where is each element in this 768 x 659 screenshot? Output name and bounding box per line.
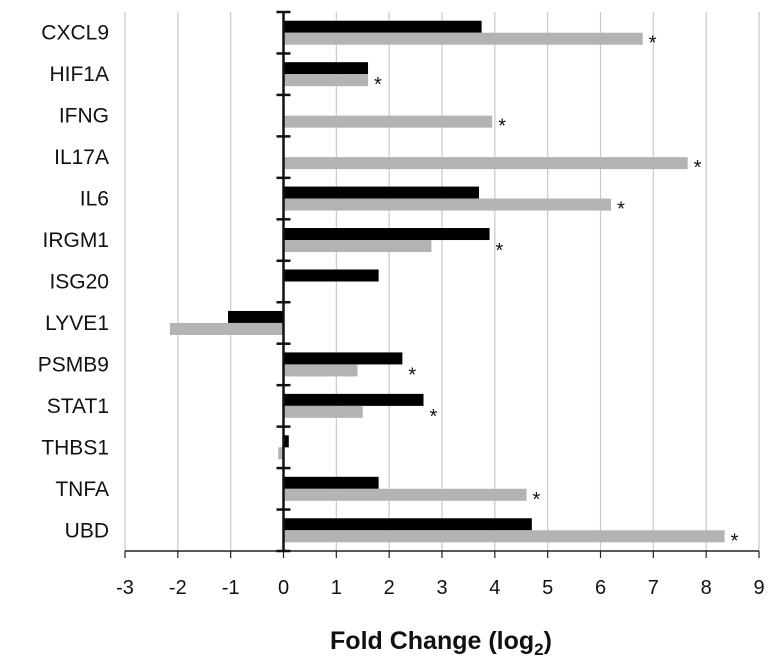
bars (169, 20, 725, 543)
bar-series2-IL17A (283, 157, 688, 170)
significance-marker-IL17A: * (694, 157, 702, 179)
bar-series1-TNFA (283, 476, 379, 489)
x-tick-label-3: 3 (436, 577, 447, 599)
bar-series2-CXCL9 (283, 32, 643, 45)
x-tick-label-8: 8 (701, 577, 712, 599)
category-label-CXCL9: CXCL9 (41, 22, 109, 45)
bar-series1-HIF1A (283, 62, 369, 75)
bar-series1-IRGM1 (283, 228, 490, 241)
bar-series1-THBS1 (283, 435, 289, 448)
bar-series2-LYVE1 (169, 322, 284, 335)
category-label-PSMB9: PSMB9 (38, 353, 109, 376)
x-axis-title-suffix: ) (544, 627, 552, 655)
x-tick-label-2: 2 (384, 577, 395, 599)
bar-series1-ISG20 (283, 269, 379, 282)
bar-series2-IRGM1 (283, 240, 432, 253)
x-tick-label-5: 5 (542, 577, 553, 599)
bar-series2-STAT1 (283, 405, 363, 418)
bar-series2-IL6 (283, 198, 612, 211)
category-label-LYVE1: LYVE1 (45, 312, 109, 335)
gridlines (124, 12, 760, 551)
bar-series2-PSMB9 (283, 364, 358, 377)
category-label-IL6: IL6 (80, 188, 109, 211)
x-tick-label-4: 4 (489, 577, 500, 599)
labels: -3 -2 -1 0 1 2 3 4 5 6 7 8 9 CXCL9 * HIF1A * IFNG * IL17A * I… (38, 22, 765, 599)
category-label-TNFA: TNFA (55, 478, 109, 501)
x-axis-title-subscript: 2 (534, 640, 543, 659)
bar-series2-HIF1A (283, 74, 369, 87)
bar-series2-TNFA (283, 488, 527, 501)
significance-marker-TNFA: * (533, 489, 541, 511)
significance-marker-IFNG: * (498, 116, 506, 138)
category-label-IL17A: IL17A (54, 146, 109, 169)
x-tick-label-7: 7 (648, 577, 659, 599)
x-tick-label--1: -1 (222, 577, 240, 599)
bar-series1-UBD (283, 518, 532, 531)
x-tick-label--3: -3 (116, 577, 134, 599)
category-label-IFNG: IFNG (59, 105, 109, 128)
significance-marker-HIF1A: * (374, 74, 382, 96)
x-tick-label-0: 0 (278, 577, 289, 599)
x-tick-label--2: -2 (169, 577, 187, 599)
x-axis-title-main: Fold Change (log (330, 627, 534, 655)
significance-marker-STAT1: * (430, 406, 438, 428)
x-tick-label-1: 1 (331, 577, 342, 599)
bar-series1-STAT1 (283, 393, 424, 406)
bar-series2-THBS1 (278, 447, 284, 460)
significance-marker-IL6: * (617, 199, 625, 221)
category-label-IRGM1: IRGM1 (42, 229, 109, 252)
category-label-HIF1A: HIF1A (49, 63, 109, 86)
x-axis-title: Fold Change (log2) (330, 627, 552, 659)
category-label-ISG20: ISG20 (49, 271, 109, 294)
significance-marker-CXCL9: * (649, 33, 657, 55)
significance-marker-UBD: * (731, 530, 739, 552)
significance-marker-PSMB9: * (408, 364, 416, 386)
category-label-STAT1: STAT1 (47, 395, 109, 418)
x-tick-label-9: 9 (753, 577, 764, 599)
category-label-UBD: UBD (65, 519, 109, 542)
bar-series1-PSMB9 (283, 352, 403, 365)
x-tick-label-6: 6 (595, 577, 606, 599)
bar-series2-UBD (283, 530, 725, 543)
bar-series1-IL6 (283, 186, 479, 199)
bar-series1-CXCL9 (283, 20, 482, 33)
significance-marker-IRGM1: * (496, 240, 504, 262)
axes (124, 10, 760, 558)
bar-series1-LYVE1 (228, 310, 284, 323)
category-label-THBS1: THBS1 (41, 436, 109, 459)
bar-series2-IFNG (283, 115, 493, 128)
